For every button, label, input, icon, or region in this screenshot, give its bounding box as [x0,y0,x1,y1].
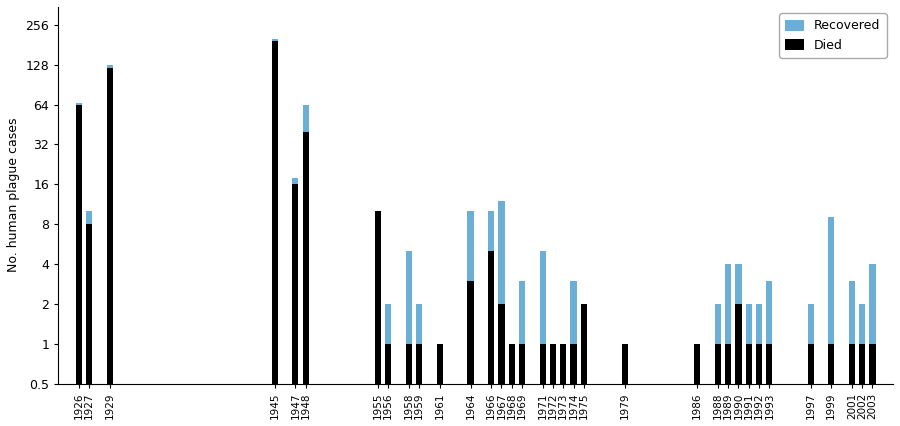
Bar [746,344,751,426]
Bar [807,304,814,344]
Bar [560,344,566,426]
Bar [735,264,742,304]
Bar [467,281,473,426]
Bar [406,251,412,344]
Y-axis label: No. human plague cases: No. human plague cases [7,118,20,273]
Bar [571,344,577,426]
Bar [725,264,732,344]
Bar [488,251,494,426]
Bar [385,344,392,426]
Bar [499,201,505,304]
Bar [86,211,93,224]
Bar [292,184,299,426]
Bar [302,105,309,132]
Bar [622,344,628,426]
Bar [766,281,772,344]
Bar [807,344,814,426]
Bar [580,304,587,426]
Bar [756,344,762,426]
Bar [725,344,732,426]
Bar [107,65,112,69]
Bar [519,344,525,426]
Bar [869,264,876,344]
Bar [86,224,93,426]
Bar [385,304,392,344]
Bar [746,304,751,344]
Bar [715,304,721,344]
Bar [540,344,545,426]
Bar [76,103,82,105]
Bar [302,132,309,426]
Bar [766,344,772,426]
Bar [374,211,381,426]
Bar [406,344,412,426]
Bar [107,69,112,426]
Bar [416,344,422,426]
Bar [488,211,494,251]
Bar [571,281,577,344]
Bar [540,251,545,344]
Bar [849,281,855,344]
Bar [416,304,422,344]
Bar [694,344,700,426]
Bar [828,344,834,426]
Bar [499,304,505,426]
Bar [715,344,721,426]
Bar [550,344,556,426]
Bar [828,217,834,344]
Bar [756,304,762,344]
Bar [436,344,443,426]
Bar [508,344,515,426]
Bar [292,178,299,184]
Bar [735,304,742,426]
Bar [859,304,865,344]
Bar [467,211,473,281]
Bar [272,41,278,426]
Bar [869,344,876,426]
Bar [519,281,525,344]
Legend: Recovered, Died: Recovered, Died [779,13,886,58]
Bar [76,105,82,426]
Bar [859,344,865,426]
Bar [272,38,278,41]
Bar [849,344,855,426]
